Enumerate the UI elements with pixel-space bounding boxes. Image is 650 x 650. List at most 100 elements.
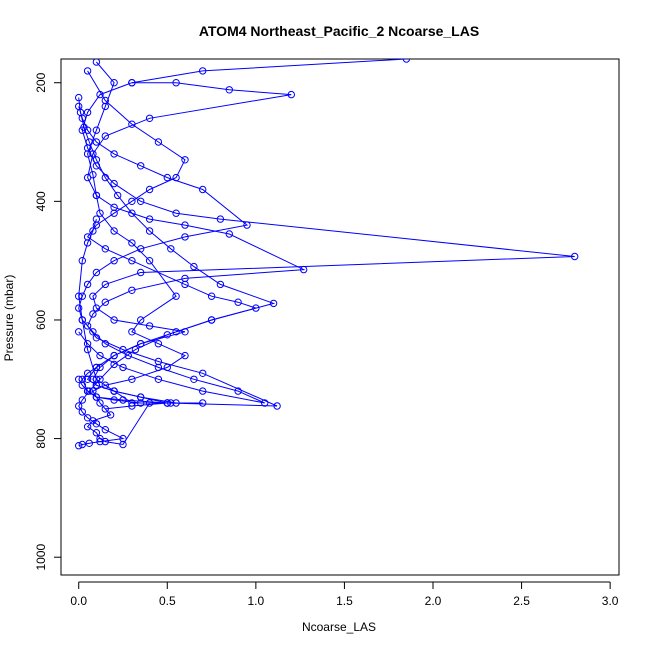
- data-point: [137, 399, 145, 407]
- data-point: [78, 292, 87, 300]
- data-point: [190, 375, 198, 383]
- data-point: [181, 233, 189, 241]
- data-point: [137, 393, 145, 401]
- data-point: [110, 209, 118, 217]
- data-point: [119, 396, 127, 404]
- data-point: [300, 265, 308, 274]
- data-point: [83, 423, 92, 431]
- series-line-4: [78, 82, 306, 407]
- data-point: [124, 351, 133, 360]
- data-point: [83, 108, 92, 117]
- data-point: [89, 328, 97, 336]
- data-point: [76, 108, 85, 117]
- data-point: [92, 429, 101, 437]
- data-point: [83, 375, 92, 383]
- data-point: [199, 185, 207, 194]
- y-tick-label: 1000: [34, 544, 48, 571]
- data-point: [261, 399, 269, 407]
- data-point: [207, 316, 216, 324]
- data-point: [96, 437, 104, 446]
- data-point: [96, 209, 104, 217]
- data-point: [101, 245, 110, 253]
- data-point: [181, 156, 189, 164]
- data-point: [83, 345, 92, 354]
- data-point: [128, 286, 136, 294]
- data-point: [287, 90, 295, 99]
- data-point: [92, 221, 101, 229]
- data-point: [110, 257, 118, 265]
- data-point: [145, 257, 154, 265]
- data-point: [154, 363, 163, 372]
- x-tick-label: 1.5: [336, 594, 353, 608]
- data-point: [92, 268, 101, 277]
- series-line-5: [78, 106, 265, 404]
- data-point: [83, 280, 92, 289]
- x-tick-label: 0.0: [70, 594, 87, 608]
- x-tick-label: 2.0: [425, 594, 442, 608]
- data-point: [402, 59, 411, 63]
- data-point: [172, 292, 180, 300]
- data-point: [110, 351, 118, 360]
- data-point: [92, 191, 101, 200]
- data-point: [101, 340, 110, 348]
- data-point: [273, 402, 281, 410]
- data-point: [128, 79, 136, 87]
- series-layer: [75, 59, 579, 450]
- data-point: [216, 215, 225, 223]
- data-point: [96, 375, 104, 383]
- series-line-3: [81, 59, 575, 410]
- data-point: [101, 298, 110, 306]
- data-point: [92, 138, 101, 146]
- data-point: [92, 126, 101, 134]
- data-point: [145, 227, 154, 235]
- data-point: [101, 132, 110, 140]
- data-point: [101, 280, 110, 289]
- data-point: [78, 396, 87, 404]
- data-point: [119, 434, 127, 443]
- data-point: [110, 387, 118, 395]
- data-point: [110, 396, 118, 404]
- data-point: [110, 203, 118, 212]
- data-point: [154, 340, 163, 348]
- data-point: [92, 59, 101, 66]
- data-point: [207, 292, 216, 300]
- x-tick-label: 0.5: [159, 594, 176, 608]
- data-point: [199, 67, 207, 75]
- data-point: [128, 197, 136, 206]
- data-point: [92, 215, 101, 223]
- data-point: [75, 328, 83, 336]
- data-point: [190, 262, 198, 271]
- data-point: [101, 96, 110, 105]
- data-point: [96, 399, 104, 407]
- data-point: [96, 90, 104, 99]
- data-point: [85, 387, 94, 395]
- data-point: [243, 221, 251, 229]
- data-point: [128, 375, 136, 383]
- data-point: [199, 369, 207, 377]
- data-point: [106, 411, 115, 419]
- x-axis: 0.0 0.5 1.0 1.5 2.0 2.5 3.0: [70, 581, 619, 608]
- data-point: [75, 93, 83, 102]
- data-point: [163, 399, 172, 407]
- x-tick-label: 1.0: [248, 594, 265, 608]
- data-point: [137, 162, 145, 170]
- data-point: [83, 173, 92, 182]
- data-point: [154, 138, 163, 146]
- data-point: [181, 221, 189, 229]
- data-point: [119, 363, 127, 372]
- data-point: [89, 227, 97, 235]
- data-point: [172, 328, 180, 336]
- data-point: [252, 304, 260, 312]
- data-point: [110, 360, 118, 369]
- data-point: [137, 316, 145, 324]
- x-tick-label: 3.0: [602, 594, 619, 608]
- data-point: [163, 173, 172, 182]
- y-tick-label: 800: [34, 428, 48, 448]
- data-point: [85, 439, 94, 447]
- y-axis: 200 400 600 800 1000: [34, 72, 62, 571]
- y-tick-label: 200: [34, 72, 48, 92]
- data-point: [101, 426, 110, 434]
- data-point: [92, 381, 101, 389]
- data-point: [96, 351, 104, 360]
- data-point: [154, 375, 163, 383]
